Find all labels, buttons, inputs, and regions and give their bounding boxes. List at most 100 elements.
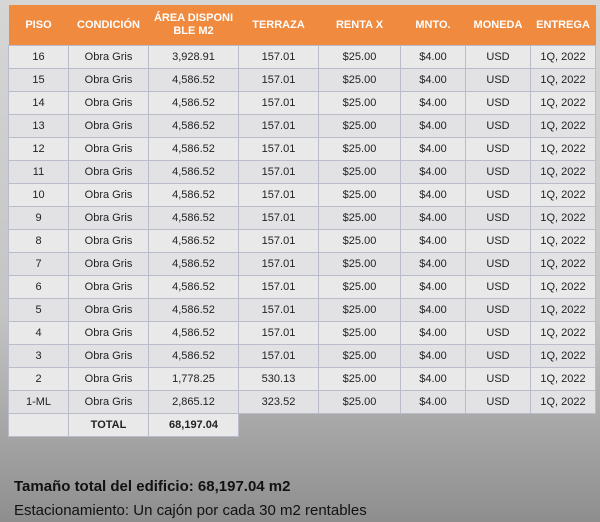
table-cell: 13 bbox=[8, 114, 69, 138]
table-cell: 530.13 bbox=[238, 367, 319, 391]
table-row: 11 Obra Gris 4,586.52 157.01 $25.00 $4.00 USD 1… bbox=[8, 160, 596, 184]
table-cell: 157.01 bbox=[238, 68, 319, 92]
table-cell: 157.01 bbox=[238, 275, 319, 299]
table-cell: USD bbox=[465, 160, 531, 184]
table-cell: USD bbox=[465, 298, 531, 322]
table-cell: 10 bbox=[8, 183, 69, 207]
table-cell: 4,586.52 bbox=[148, 321, 239, 345]
table-cell: 157.01 bbox=[238, 137, 319, 161]
table-cell: $4.00 bbox=[400, 91, 466, 115]
table-body: 16 Obra Gris 3,928.91 157.01 $25.00 $4.00 USD 1… bbox=[8, 45, 596, 437]
table-cell: $25.00 bbox=[318, 252, 401, 276]
header-cell: MONEDA bbox=[465, 5, 531, 46]
empty-cell bbox=[319, 414, 401, 437]
table-cell: Obra Gris bbox=[68, 137, 149, 161]
table-cell: $25.00 bbox=[318, 91, 401, 115]
table-cell: 9 bbox=[8, 206, 69, 230]
table-cell: $4.00 bbox=[400, 45, 466, 69]
table-cell: Obra Gris bbox=[68, 91, 149, 115]
empty-cell bbox=[531, 414, 596, 437]
table-cell: 5 bbox=[8, 298, 69, 322]
table-cell: 4,586.52 bbox=[148, 137, 239, 161]
table-cell: 12 bbox=[8, 137, 69, 161]
table-cell: 157.01 bbox=[238, 298, 319, 322]
table-cell: 1Q, 2022 bbox=[530, 68, 596, 92]
table-cell: 6 bbox=[8, 275, 69, 299]
table-cell: 157.01 bbox=[238, 114, 319, 138]
table-cell: USD bbox=[465, 114, 531, 138]
table-cell: 4,586.52 bbox=[148, 275, 239, 299]
table-cell: $4.00 bbox=[400, 390, 466, 414]
table-cell: USD bbox=[465, 275, 531, 299]
table-cell: $4.00 bbox=[400, 321, 466, 345]
table-cell: 1-ML bbox=[8, 390, 69, 414]
table-cell: Obra Gris bbox=[68, 229, 149, 253]
table-cell: Obra Gris bbox=[68, 114, 149, 138]
table-cell: $25.00 bbox=[318, 68, 401, 92]
table-cell: 1Q, 2022 bbox=[530, 114, 596, 138]
table-row: 15 Obra Gris 4,586.52 157.01 $25.00 $4.00 USD 1… bbox=[8, 68, 596, 92]
table-cell: USD bbox=[465, 206, 531, 230]
table-cell: $4.00 bbox=[400, 68, 466, 92]
table-cell: $25.00 bbox=[318, 229, 401, 253]
empty-cell bbox=[239, 414, 319, 437]
table-cell: 4,586.52 bbox=[148, 68, 239, 92]
table-cell: $4.00 bbox=[400, 114, 466, 138]
table-cell: $25.00 bbox=[318, 344, 401, 368]
empty-cell bbox=[401, 414, 466, 437]
table-cell: Obra Gris bbox=[68, 45, 149, 69]
table-cell: 1Q, 2022 bbox=[530, 206, 596, 230]
header-cell: MNTO. bbox=[400, 5, 466, 46]
table-row: 9 Obra Gris 4,586.52 157.01 $25.00 $4.00 USD 1Q… bbox=[8, 206, 596, 230]
table-cell: 11 bbox=[8, 160, 69, 184]
table-cell: 7 bbox=[8, 252, 69, 276]
table-cell: 4,586.52 bbox=[148, 206, 239, 230]
table-cell: USD bbox=[465, 68, 531, 92]
table-cell: 157.01 bbox=[238, 160, 319, 184]
table-cell: 1Q, 2022 bbox=[530, 91, 596, 115]
table-row: 8 Obra Gris 4,586.52 157.01 $25.00 $4.00 USD 1Q… bbox=[8, 229, 596, 253]
table-cell: 157.01 bbox=[238, 91, 319, 115]
table-cell: Obra Gris bbox=[68, 367, 149, 391]
table-cell: USD bbox=[465, 367, 531, 391]
table-cell: $25.00 bbox=[318, 390, 401, 414]
table-cell: $25.00 bbox=[318, 206, 401, 230]
table-cell: $25.00 bbox=[318, 321, 401, 345]
table-cell: USD bbox=[465, 344, 531, 368]
data-table: PISO CONDICIÓN ÁREA DISPONIBLE M2 TERRAZA RE… bbox=[8, 5, 596, 437]
table-cell: USD bbox=[465, 183, 531, 207]
table-cell: 4,586.52 bbox=[148, 252, 239, 276]
table-cell: 157.01 bbox=[238, 183, 319, 207]
table-cell: $25.00 bbox=[318, 367, 401, 391]
total-row: TOTAL 68,197.04 bbox=[8, 413, 596, 437]
table-row: 5 Obra Gris 4,586.52 157.01 $25.00 $4.00 USD 1Q… bbox=[8, 298, 596, 322]
header-cell: PISO bbox=[8, 5, 69, 46]
table-cell: Obra Gris bbox=[68, 390, 149, 414]
table-cell: 15 bbox=[8, 68, 69, 92]
table-cell: Obra Gris bbox=[68, 321, 149, 345]
empty-cell bbox=[466, 414, 531, 437]
table-cell: Obra Gris bbox=[68, 68, 149, 92]
table-cell: Obra Gris bbox=[68, 160, 149, 184]
table-cell: $4.00 bbox=[400, 275, 466, 299]
table-cell: 157.01 bbox=[238, 45, 319, 69]
table-cell: 1Q, 2022 bbox=[530, 390, 596, 414]
table-cell: 2 bbox=[8, 367, 69, 391]
table-cell: 4 bbox=[8, 321, 69, 345]
table-cell bbox=[8, 413, 69, 437]
table-cell: $4.00 bbox=[400, 137, 466, 161]
table-cell: 157.01 bbox=[238, 206, 319, 230]
table-cell: $25.00 bbox=[318, 137, 401, 161]
table-cell: 4,586.52 bbox=[148, 183, 239, 207]
total-label: TOTAL bbox=[68, 413, 149, 437]
table-cell: 1Q, 2022 bbox=[530, 275, 596, 299]
table-row: 2 Obra Gris 1,778.25 530.13 $25.00 $4.00 USD 1Q… bbox=[8, 367, 596, 391]
table-cell: 1Q, 2022 bbox=[530, 298, 596, 322]
header-cell: ÁREA DISPONIBLE M2 bbox=[148, 5, 239, 46]
table-cell: 1Q, 2022 bbox=[530, 252, 596, 276]
table-cell: USD bbox=[465, 229, 531, 253]
table-row: 16 Obra Gris 3,928.91 157.01 $25.00 $4.00 USD 1… bbox=[8, 45, 596, 69]
table-cell: $25.00 bbox=[318, 114, 401, 138]
table-row: 7 Obra Gris 4,586.52 157.01 $25.00 $4.00 USD 1Q… bbox=[8, 252, 596, 276]
total-size-note: Tamaño total del edificio: 68,197.04 m2 bbox=[14, 478, 291, 495]
